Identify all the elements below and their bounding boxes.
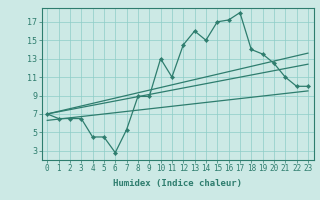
X-axis label: Humidex (Indice chaleur): Humidex (Indice chaleur) <box>113 179 242 188</box>
